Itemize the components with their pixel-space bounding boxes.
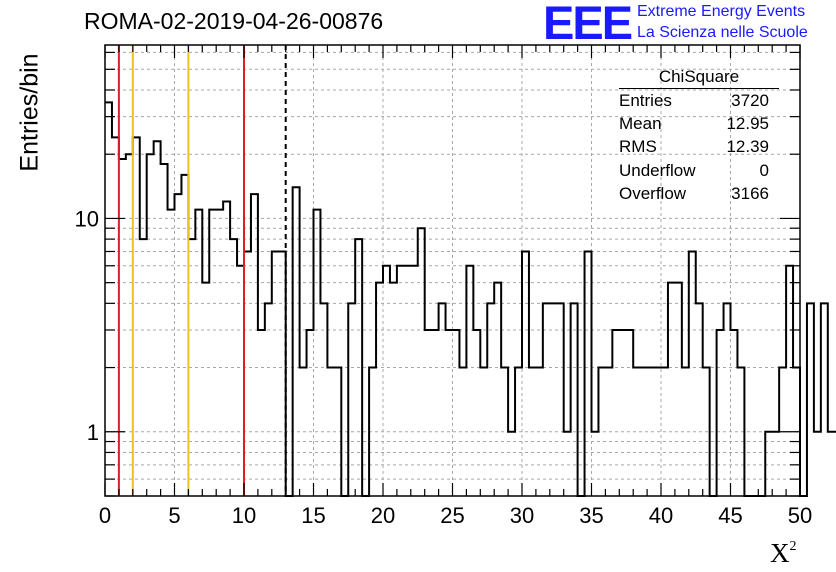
x-tick-label: 25	[440, 503, 464, 528]
x-tick-label: 30	[510, 503, 534, 528]
y-tick-label: 1	[87, 420, 99, 445]
chart-title: ROMA-02-2019-04-26-00876	[84, 8, 384, 34]
stats-value: 3166	[731, 183, 769, 203]
y-axis-label: Entries/bin	[15, 53, 44, 172]
stats-row-rms: RMS 12.39	[611, 135, 779, 158]
eee-logo: EEE	[543, 0, 633, 49]
x-axis-label: X2	[770, 538, 797, 569]
stats-label: RMS	[619, 137, 657, 157]
stats-row-overflow: Overflow 3166	[611, 182, 779, 205]
x-tick-label: 20	[371, 503, 395, 528]
x-tick-label: 40	[649, 503, 673, 528]
stats-title: ChiSquare	[619, 67, 779, 89]
stats-row-mean: Mean 12.95	[611, 112, 779, 135]
stats-box: ChiSquare Entries 3720 Mean 12.95 RMS 12.39…	[611, 67, 779, 205]
x-tick-label: 50	[788, 503, 812, 528]
x-tick-label: 35	[579, 503, 603, 528]
stats-label: Underflow	[619, 160, 696, 180]
y-tick-label: 10	[75, 206, 99, 231]
stats-value: 12.39	[726, 137, 769, 157]
x-axis-label-base: X	[770, 538, 790, 568]
stats-row-entries: Entries 3720	[611, 89, 779, 112]
x-axis-label-superscript: 2	[789, 539, 797, 554]
x-tick-label: 45	[718, 503, 742, 528]
stats-label: Overflow	[619, 183, 687, 203]
stats-value: 3720	[731, 91, 769, 110]
stats-label: Entries	[619, 91, 672, 110]
logo-line-1: Extreme Energy Events	[637, 3, 806, 20]
stats-label: Mean	[619, 114, 662, 134]
x-tick-label: 10	[232, 503, 256, 528]
stats-value: 12.95	[726, 114, 769, 134]
x-tick-label: 5	[168, 503, 180, 528]
histogram-step-line	[105, 101, 836, 497]
logo-line-2: La Scienza nelle Scuole	[637, 24, 808, 41]
stats-row-underflow: Underflow 0	[611, 159, 779, 182]
stats-value: 0	[759, 160, 769, 180]
x-tick-label: 15	[301, 503, 325, 528]
x-tick-label: 0	[99, 503, 111, 528]
